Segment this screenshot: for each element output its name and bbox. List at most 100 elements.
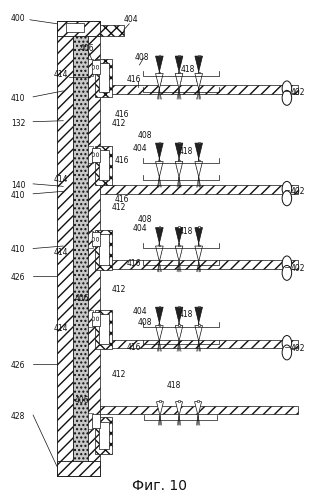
Bar xyxy=(88,310,93,328)
Polygon shape xyxy=(156,326,163,341)
Polygon shape xyxy=(195,326,203,341)
Text: Фиг. 10: Фиг. 10 xyxy=(132,479,188,493)
Bar xyxy=(95,310,112,350)
Text: 140: 140 xyxy=(11,181,25,190)
Text: 428: 428 xyxy=(11,412,25,421)
Bar xyxy=(198,226,200,228)
Circle shape xyxy=(96,317,99,321)
Text: 406: 406 xyxy=(74,294,89,303)
Bar xyxy=(158,306,160,307)
Bar xyxy=(95,146,112,186)
Circle shape xyxy=(92,153,95,157)
Bar xyxy=(100,406,298,414)
Circle shape xyxy=(282,336,292,350)
Text: 416: 416 xyxy=(115,156,130,166)
Bar xyxy=(178,226,180,228)
Bar xyxy=(198,324,200,326)
Bar xyxy=(95,416,112,454)
Polygon shape xyxy=(195,307,203,322)
Bar xyxy=(95,230,112,270)
Bar xyxy=(92,414,100,428)
Text: 414: 414 xyxy=(54,324,68,333)
Text: 402: 402 xyxy=(291,344,305,353)
Bar xyxy=(178,244,180,246)
Polygon shape xyxy=(156,56,163,72)
Bar xyxy=(100,26,124,36)
Text: 418: 418 xyxy=(179,146,193,156)
Text: 404: 404 xyxy=(133,306,148,316)
Text: 410: 410 xyxy=(11,191,25,200)
Polygon shape xyxy=(176,402,182,416)
Bar xyxy=(99,422,108,449)
Text: 418: 418 xyxy=(166,381,181,390)
Text: 404: 404 xyxy=(124,16,138,24)
Polygon shape xyxy=(156,246,163,262)
Bar xyxy=(88,146,93,163)
Circle shape xyxy=(282,90,292,106)
Text: 412: 412 xyxy=(112,118,126,128)
Polygon shape xyxy=(175,143,183,158)
Bar xyxy=(158,160,160,162)
Bar xyxy=(99,234,108,265)
Polygon shape xyxy=(195,56,203,72)
Polygon shape xyxy=(156,307,163,322)
Text: 406: 406 xyxy=(80,44,95,53)
Polygon shape xyxy=(195,228,203,243)
Polygon shape xyxy=(195,162,203,177)
Polygon shape xyxy=(156,402,164,416)
Bar xyxy=(158,324,160,326)
Text: 416: 416 xyxy=(127,259,141,268)
Text: 406: 406 xyxy=(74,396,89,404)
Bar xyxy=(198,72,200,74)
Bar xyxy=(198,160,200,162)
Circle shape xyxy=(282,191,292,206)
Text: 410: 410 xyxy=(11,246,25,254)
Polygon shape xyxy=(175,228,183,243)
Bar xyxy=(99,314,108,344)
Bar xyxy=(158,142,160,143)
Text: 414: 414 xyxy=(54,176,68,184)
Bar xyxy=(158,72,160,74)
Bar xyxy=(158,226,160,228)
Bar xyxy=(159,400,161,402)
Circle shape xyxy=(282,182,292,196)
Bar xyxy=(178,324,180,326)
Bar xyxy=(158,55,160,56)
Text: 402: 402 xyxy=(291,88,305,97)
Bar xyxy=(178,142,180,143)
Text: 426: 426 xyxy=(11,273,25,282)
Polygon shape xyxy=(175,307,183,322)
Bar xyxy=(100,186,298,194)
Bar xyxy=(178,160,180,162)
Bar xyxy=(100,85,298,94)
Polygon shape xyxy=(156,74,163,89)
Text: 404: 404 xyxy=(133,144,148,152)
Bar xyxy=(57,462,100,476)
Polygon shape xyxy=(195,246,203,262)
Text: 416: 416 xyxy=(115,110,130,119)
Bar xyxy=(57,22,73,476)
Bar xyxy=(92,312,100,326)
Polygon shape xyxy=(156,143,163,158)
Bar xyxy=(99,62,108,92)
Text: 408: 408 xyxy=(137,318,152,326)
Text: 412: 412 xyxy=(112,286,126,294)
Bar xyxy=(100,260,298,269)
Circle shape xyxy=(96,66,99,70)
Polygon shape xyxy=(175,74,183,89)
Circle shape xyxy=(92,238,95,242)
Circle shape xyxy=(282,81,292,96)
Text: 400: 400 xyxy=(11,14,26,24)
Bar xyxy=(88,231,93,248)
Bar xyxy=(198,55,200,56)
Polygon shape xyxy=(175,162,183,177)
Text: 418: 418 xyxy=(179,310,193,318)
Polygon shape xyxy=(156,228,163,243)
Bar xyxy=(100,340,298,348)
Polygon shape xyxy=(156,162,163,177)
Polygon shape xyxy=(175,246,183,262)
Bar xyxy=(92,148,100,162)
Text: 132: 132 xyxy=(11,118,25,128)
Text: 412: 412 xyxy=(112,203,126,212)
Circle shape xyxy=(282,256,292,271)
